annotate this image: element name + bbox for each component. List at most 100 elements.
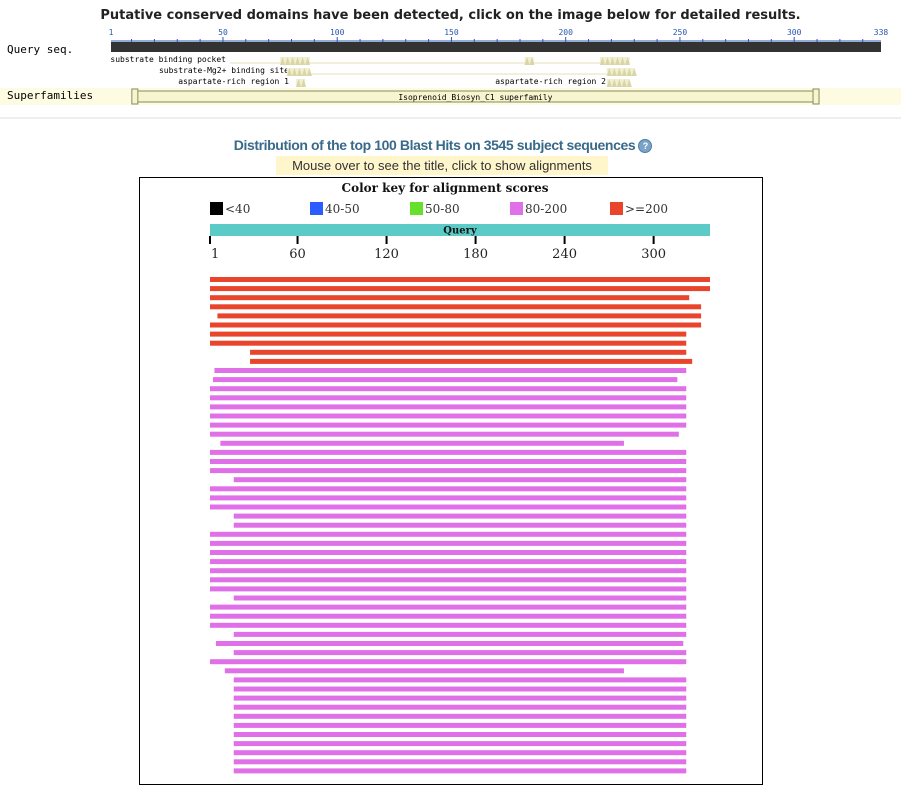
- blast-hit-bar[interactable]: [215, 641, 684, 646]
- query-bar: [210, 224, 710, 236]
- feature-site[interactable]: [296, 79, 306, 87]
- feature-marker: [626, 79, 632, 87]
- blast-hit-bar[interactable]: [233, 595, 687, 601]
- feature-marker: [614, 57, 620, 65]
- blast-hit-bar[interactable]: [233, 686, 687, 692]
- blast-hit-bar[interactable]: [210, 304, 702, 310]
- blast-hit-bar[interactable]: [210, 340, 687, 346]
- blast-hits-graphic[interactable]: Color key for alignment scores <40 40-50 5…: [139, 177, 763, 785]
- feature-site[interactable]: [599, 57, 630, 65]
- blast-hit-bar[interactable]: [224, 668, 624, 674]
- blast-hit-bar[interactable]: [210, 395, 687, 401]
- query-sequence-bar[interactable]: [111, 42, 881, 52]
- feature-marker: [524, 57, 530, 65]
- blast-hits[interactable]: [210, 277, 710, 774]
- feature-marker: [621, 79, 627, 87]
- cdd-ruler-label: 50: [218, 28, 228, 37]
- blast-hit-bar[interactable]: [210, 504, 687, 510]
- distribution-title-text: Distribution of the top 100 Blast Hits o…: [233, 137, 636, 153]
- help-icon[interactable]: ?: [638, 139, 653, 154]
- blast-hit-bar[interactable]: [210, 449, 687, 455]
- blast-hit-bar[interactable]: [217, 313, 702, 319]
- blast-hit-bar[interactable]: [210, 604, 687, 610]
- blast-hit-bar[interactable]: [233, 695, 687, 701]
- superfamily-cap-right: [812, 88, 820, 105]
- color-key: <40 40-50 50-80 80-200 >=200: [210, 202, 668, 216]
- blast-hit-bar[interactable]: [233, 722, 687, 728]
- blast-hit-bar[interactable]: [210, 468, 687, 474]
- feature-marker: [300, 57, 306, 65]
- blast-hit-bar[interactable]: [210, 413, 687, 419]
- feature-label: aspartate-rich region 2: [495, 77, 606, 86]
- blast-hit-bar[interactable]: [233, 768, 687, 774]
- feature-marker: [296, 79, 302, 87]
- color-key-swatch: [210, 202, 223, 215]
- blast-hit-bar[interactable]: [233, 477, 687, 483]
- superfamily-cap-left: [131, 88, 139, 105]
- blast-hit-bar[interactable]: [233, 513, 687, 519]
- feature-label: substrate-Mg2+ binding site: [159, 66, 289, 75]
- feature-marker: [285, 57, 291, 65]
- blast-ruler-label: 300: [641, 247, 666, 262]
- blast-hit-bar[interactable]: [233, 650, 687, 656]
- superfamily-domain[interactable]: Isoprenoid_Biosyn_C1 superfamily: [131, 88, 820, 105]
- feature-marker: [609, 57, 615, 65]
- feature-marker: [301, 68, 307, 76]
- feature-site[interactable]: [524, 57, 534, 65]
- blast-hit-bar[interactable]: [210, 431, 679, 437]
- cdd-ruler-label: 100: [330, 28, 345, 37]
- blast-hit-bar[interactable]: [210, 495, 687, 501]
- color-key-label: <40: [225, 202, 250, 216]
- feature-marker: [626, 68, 632, 76]
- blast-hit-bar[interactable]: [210, 659, 687, 665]
- feature-marker: [621, 68, 627, 76]
- blast-hit-bar[interactable]: [233, 741, 687, 747]
- feature-marker: [624, 57, 630, 65]
- blast-hit-bar[interactable]: [210, 550, 687, 555]
- distribution-title: Distribution of the top 100 Blast Hits o…: [0, 137, 886, 154]
- blast-hit-bar[interactable]: [220, 440, 624, 446]
- blast-hit-bar[interactable]: [210, 486, 687, 492]
- color-key-swatch: [610, 202, 623, 215]
- feature-site[interactable]: [280, 57, 310, 65]
- blast-hit-bar[interactable]: [210, 568, 687, 574]
- blast-hit-bar[interactable]: [210, 577, 687, 583]
- cdd-ruler-label: 150: [444, 28, 459, 37]
- blast-hit-bar[interactable]: [233, 713, 687, 719]
- conserved-domains-graphic[interactable]: Query seq. 1 50 100 150 200 250 300 338 substra…: [0, 0, 901, 120]
- blast-hit-bar[interactable]: [210, 322, 702, 328]
- blast-hit-bar[interactable]: [233, 759, 687, 765]
- blast-hit-bar[interactable]: [210, 459, 687, 464]
- blast-hit-bar[interactable]: [210, 540, 687, 546]
- color-key-swatch: [510, 202, 523, 215]
- blast-hit-bar[interactable]: [210, 404, 687, 410]
- color-key-label: 50-80: [425, 202, 460, 216]
- blast-hit-bar[interactable]: [250, 349, 687, 355]
- blast-hit-bar[interactable]: [210, 531, 687, 537]
- blast-hit-bar[interactable]: [210, 277, 710, 282]
- feature-label: substrate binding pocket: [110, 55, 226, 64]
- blast-hit-bar[interactable]: [210, 386, 687, 392]
- blast-hit-bar[interactable]: [233, 677, 687, 683]
- blast-hit-bar[interactable]: [210, 559, 687, 565]
- blast-hit-bar[interactable]: [210, 586, 687, 592]
- blast-hit-bar[interactable]: [250, 358, 693, 364]
- blast-hit-bar[interactable]: [233, 704, 687, 710]
- feature-marker: [306, 68, 312, 76]
- blast-hit-bar[interactable]: [212, 377, 678, 383]
- blast-hit-bar[interactable]: [233, 631, 687, 637]
- blast-hit-bar[interactable]: [210, 622, 687, 628]
- blast-hit-bar[interactable]: [210, 286, 710, 292]
- feature-marker: [295, 57, 301, 65]
- blast-hit-bar[interactable]: [214, 368, 687, 373]
- cdd-ruler-label: 338: [874, 28, 889, 37]
- blast-hit-bar[interactable]: [210, 331, 687, 337]
- blast-hit-bar[interactable]: [233, 522, 687, 528]
- blast-hit-bar[interactable]: [210, 613, 687, 619]
- blast-hit-bar[interactable]: [233, 732, 687, 737]
- blast-hit-bar[interactable]: [233, 750, 687, 756]
- query-bar-label: Query: [443, 226, 478, 237]
- blast-hit-bar[interactable]: [210, 295, 690, 301]
- blast-hit-bar[interactable]: [210, 422, 687, 428]
- blast-ruler-label: 120: [374, 247, 399, 262]
